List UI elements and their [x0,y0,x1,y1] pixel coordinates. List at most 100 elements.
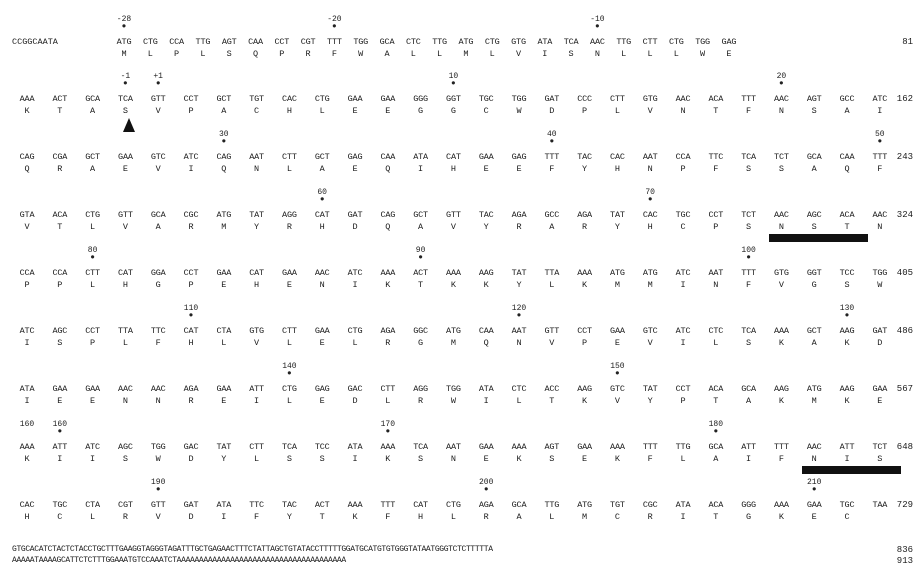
codon: CTG [668,37,684,47]
codon: ATC [675,268,691,278]
position-marker: -10 [590,15,605,24]
amino-acid: Y [483,222,489,232]
amino-acid: F [778,454,784,464]
amino-acid: L [549,512,555,522]
amino-acid: I [680,280,686,290]
amino-acid: F [877,164,883,174]
codon: CAT [446,152,461,162]
codon: TTC [249,500,264,510]
amino-acid: A [90,106,96,116]
amino-acid: I [844,454,850,464]
amino-acid: S [549,454,555,464]
line-end-number: 913 [896,556,913,566]
amino-acid: A [811,164,817,174]
amino-acid: Q [252,49,259,59]
codon: CTT [610,94,625,104]
codon: TTG [675,442,691,452]
codon: ATA [413,152,428,162]
position-dot: • [843,309,851,323]
amino-acid: R [582,222,588,232]
amino-acid: K [385,454,391,464]
codon: AAA [19,94,35,104]
position-dot: • [712,425,720,439]
amino-acid: H [418,512,424,522]
codon: CAC [642,210,658,220]
codon: AGA [478,500,494,510]
amino-acid: A [811,338,817,348]
codon: ACA [52,210,68,220]
position-marker: 200 [478,478,494,487]
codon: GAA [118,152,133,162]
amino-acid: E [483,164,489,174]
codon: GCA [708,442,724,452]
codon: TTC [708,152,724,162]
amino-acid: N [778,222,784,232]
amino-acid: I [188,164,194,174]
line-end-number: 729 [896,500,913,510]
amino-acid: L [147,49,153,59]
amino-acid: A [713,454,719,464]
codon: GAA [52,384,68,394]
amino-acid: N [450,454,456,464]
amino-acid: N [713,280,719,290]
codon: CAC [19,500,35,510]
codon: CAA [839,152,855,162]
codon: GAA [478,442,494,452]
amino-acid: Q [385,164,391,174]
codon: GTG [642,94,658,104]
codon: AGA [577,210,592,220]
position-dot: • [482,483,490,497]
position-marker: 50 [874,130,885,139]
codon: CCT [675,384,691,394]
codon: AAT [708,268,724,278]
amino-acid: M [221,222,227,232]
codon: TTT [642,442,658,452]
codon: AGG [282,210,297,220]
codon: GCA [85,94,100,104]
position-dot: • [154,77,162,91]
codon: AAA [610,442,625,452]
codon: ATT [52,442,68,452]
codon: TAT [610,210,625,220]
line-end-number: 648 [896,442,913,452]
codon: GAA [610,326,625,336]
codon: ACC [544,384,560,394]
amino-acid: N [516,338,522,348]
amino-acid: T [57,106,63,116]
amino-acid: S [568,49,574,59]
codon: TAA [872,500,888,510]
codon: AAT [511,326,527,336]
codon: CGC [183,210,199,220]
amino-acid: D [877,338,883,348]
amino-acid: P [24,280,30,290]
amino-acid: P [680,396,686,406]
codon: CCA [169,37,184,47]
glycosylation-site-bar [769,234,868,242]
codon: GAA [216,384,232,394]
codon: CTC [405,37,421,47]
amino-acid: K [582,396,588,406]
amino-acid: P [582,338,588,348]
position-marker: -20 [327,15,342,24]
amino-acid: N [122,396,128,406]
amino-acid: F [713,164,719,174]
codon: GCA [511,500,527,510]
codon: AAG [577,384,592,394]
codon: GTT [446,210,461,220]
amino-acid: S [877,454,883,464]
codon: TCT [872,442,888,452]
amino-acid: E [726,49,732,59]
amino-acid: D [188,454,194,464]
codon: TGT [249,94,264,104]
amino-acid: V [254,338,260,348]
amino-acid: N [155,396,161,406]
amino-acid: W [877,280,883,290]
sequence-block: CAC TGC CTA CGT GTT GAT ATA TTC TAC ACT AAA TTT CAT C… [0,475,917,527]
amino-acid: C [844,512,850,522]
codon: AAC [774,94,789,104]
amino-acid: A [319,164,325,174]
position-marker: 170 [380,420,395,429]
amino-acid: A [155,222,161,232]
amino-acid: R [483,512,489,522]
sequence-block: CAG CGA GCT GAA GTC ATC CAG AAT CTT GCT GAG CAA ATA C… [0,127,917,179]
